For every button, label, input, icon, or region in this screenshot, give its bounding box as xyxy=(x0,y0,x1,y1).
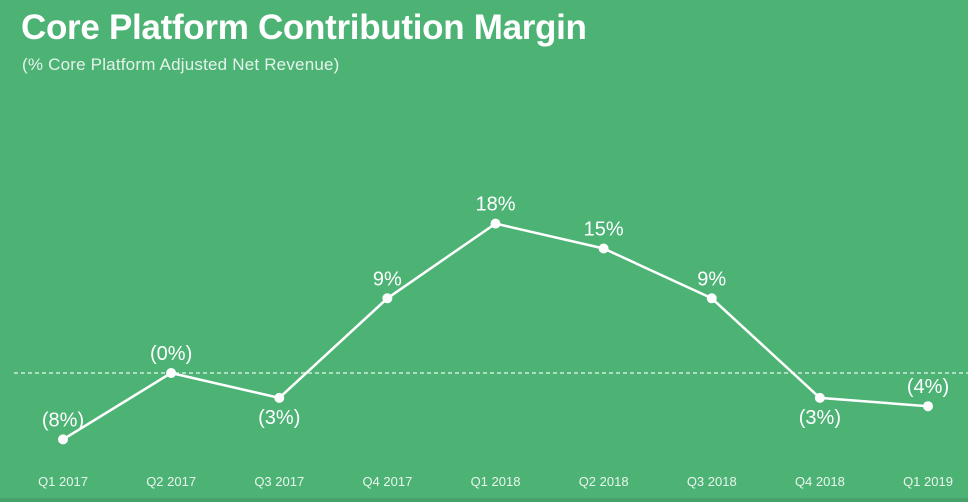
x-axis-label: Q2 2018 xyxy=(579,474,629,489)
x-axis-label: Q1 2018 xyxy=(471,474,521,489)
data-point-label: (3%) xyxy=(258,407,300,429)
data-point-marker xyxy=(58,434,68,445)
chart-subtitle: (% Core Platform Adjusted Net Revenue) xyxy=(22,55,340,74)
data-point-marker xyxy=(274,392,285,403)
data-point-marker xyxy=(490,218,501,229)
x-axis-label: Q3 2017 xyxy=(254,474,304,489)
x-axis-label: Q4 2017 xyxy=(362,474,412,489)
chart-header: Core Platform Contribution Margin (% Cor… xyxy=(21,8,587,75)
data-point-label: (0%) xyxy=(150,343,192,365)
chart-title: Core Platform Contribution Margin xyxy=(21,8,587,47)
data-point-marker xyxy=(814,392,825,403)
data-point-marker xyxy=(706,293,717,304)
x-axis-label: Q2 2017 xyxy=(146,474,196,489)
data-point-marker xyxy=(382,293,393,304)
x-axis-label: Q1 2017 xyxy=(38,474,88,489)
data-point-label: (3%) xyxy=(799,407,841,429)
x-axis-label: Q3 2018 xyxy=(687,474,737,489)
data-point-label: 9% xyxy=(697,268,726,290)
x-axis-label: Q4 2018 xyxy=(795,474,845,489)
x-axis-label: Q1 2019 xyxy=(903,474,953,489)
data-point-marker xyxy=(598,243,609,254)
data-point-label: 9% xyxy=(373,268,402,290)
data-point-label: 15% xyxy=(584,219,624,241)
data-point-marker xyxy=(923,401,933,412)
data-point-label: (8%) xyxy=(42,409,84,431)
data-point-label: (4%) xyxy=(907,376,949,398)
data-point-label: 18% xyxy=(475,194,515,216)
data-point-marker xyxy=(166,368,177,378)
bottom-edge-strip xyxy=(0,498,968,502)
